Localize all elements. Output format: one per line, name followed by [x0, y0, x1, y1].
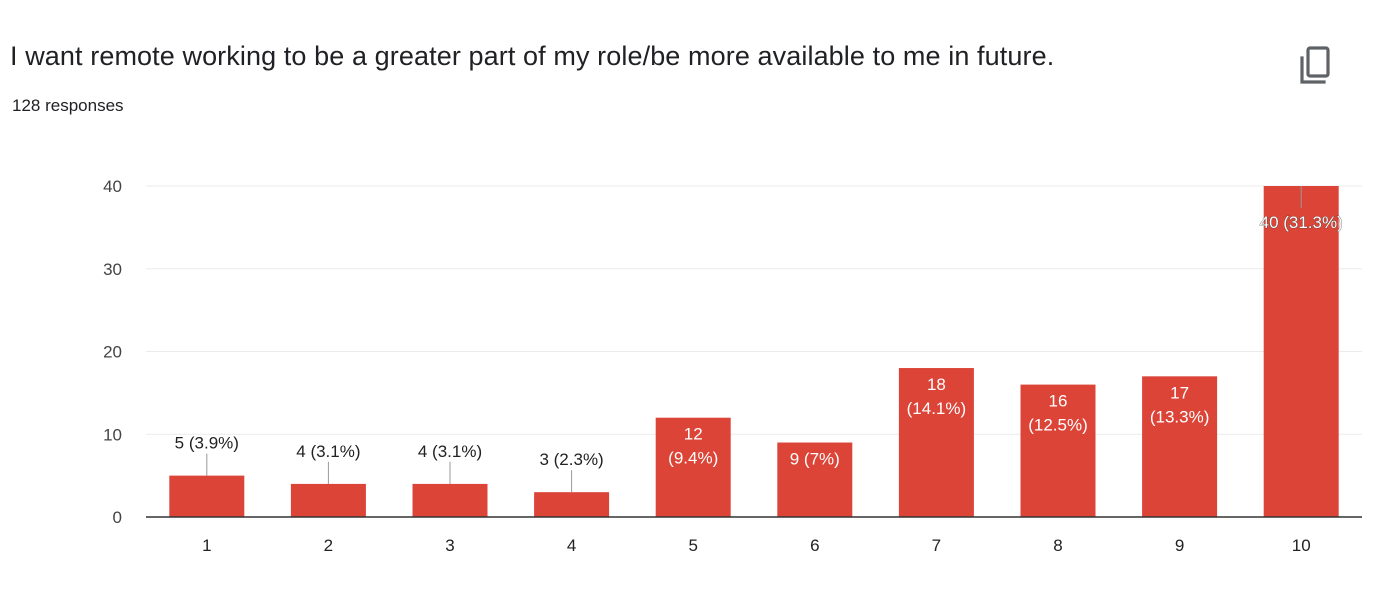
response-count: 128 responses — [12, 96, 124, 115]
x-category-label: 2 — [324, 536, 333, 555]
y-tick-label: 0 — [113, 508, 122, 527]
bar-data-label: 16 (12.5%) — [1028, 392, 1088, 435]
bar — [1263, 186, 1339, 517]
bar — [412, 483, 488, 517]
copy-chart-button[interactable] — [1290, 40, 1338, 88]
question-title: I want remote working to be a greater pa… — [10, 41, 1055, 71]
bar — [534, 492, 610, 517]
x-category-label: 5 — [688, 536, 697, 555]
bar-data-label: 4 (3.1%) — [418, 442, 482, 461]
copy-icon — [1300, 46, 1330, 84]
y-tick-label: 20 — [103, 343, 122, 362]
x-category-label: 4 — [567, 536, 576, 555]
x-category-label: 1 — [202, 536, 211, 555]
bar-data-label: 4 (3.1%) — [296, 442, 360, 461]
x-category-label: 3 — [445, 536, 454, 555]
bar — [1020, 384, 1096, 517]
y-tick-label: 30 — [103, 260, 122, 279]
bar — [898, 368, 974, 517]
bar-data-label: 5 (3.9%) — [175, 434, 239, 453]
y-tick-label: 40 — [103, 177, 122, 196]
bar — [290, 483, 366, 517]
bar-data-label: 18 (14.1%) — [907, 375, 967, 418]
bar-data-label: 9 (7%) — [790, 450, 840, 469]
bar — [777, 442, 853, 517]
x-category-label: 7 — [932, 536, 941, 555]
bar-data-label: 40 (31.3%) — [1260, 213, 1343, 232]
x-category-label: 6 — [810, 536, 819, 555]
bar-data-label: 17 (13.3%) — [1150, 383, 1210, 426]
x-category-label: 9 — [1175, 536, 1184, 555]
bar — [1142, 376, 1218, 517]
x-category-label: 10 — [1292, 536, 1311, 555]
bar-data-label: 3 (2.3%) — [539, 450, 603, 469]
y-tick-label: 10 — [103, 425, 122, 444]
x-category-label: 8 — [1053, 536, 1062, 555]
bar — [655, 417, 731, 517]
bar-data-label: 12 (9.4%) — [668, 425, 718, 468]
bar — [169, 475, 245, 517]
